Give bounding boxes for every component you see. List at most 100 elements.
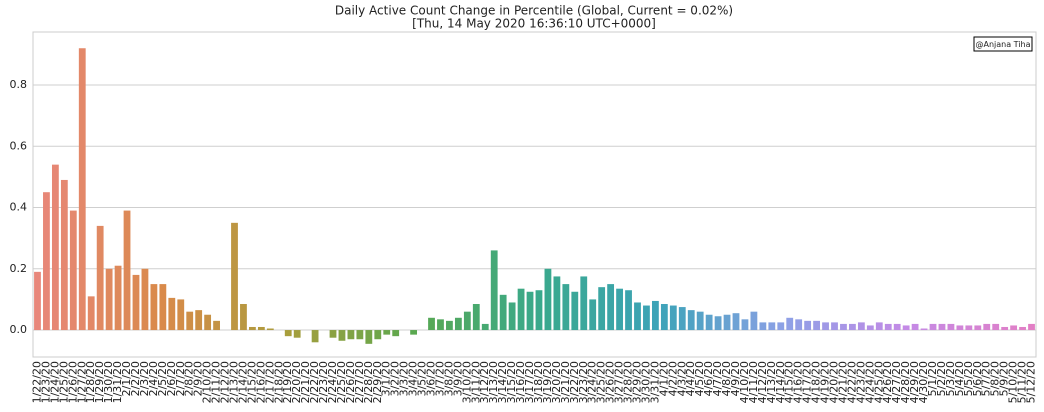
x-tick-label: 3/18/20 (532, 361, 545, 403)
x-tick-label: 3/6/20 (425, 361, 438, 396)
x-tick-label: 2/23/20 (317, 361, 330, 403)
bar (508, 302, 516, 331)
bar (463, 311, 471, 331)
annotation: @Anjana Tiha (975, 40, 1030, 49)
x-tick-label: 3/20/20 (550, 361, 563, 403)
bar (660, 304, 668, 331)
bar (616, 288, 623, 331)
x-tick-label: 2/7/20 (174, 361, 187, 396)
bar (114, 265, 122, 331)
x-tick-label: 1/25/20 (57, 361, 70, 403)
x-tick-label: 4/3/20 (675, 361, 688, 396)
x-tick-label: 4/27/20 (890, 361, 903, 403)
bar (651, 300, 659, 331)
y-tick-label: 0.6 (10, 139, 28, 152)
bar (517, 288, 525, 331)
x-tick-label: 4/28/20 (899, 361, 912, 403)
x-tick-label: 1/28/20 (84, 361, 97, 403)
bar (840, 323, 847, 331)
x-tick-label: 3/23/20 (577, 361, 590, 403)
x-tick-label: 5/10/20 (1007, 361, 1020, 403)
x-tick-label: 4/6/20 (702, 361, 715, 396)
bar (687, 310, 695, 331)
x-tick-label: 1/24/20 (48, 361, 61, 403)
bar (168, 297, 176, 331)
x-tick-label: 4/5/20 (693, 361, 706, 396)
bar (822, 322, 829, 331)
x-tick-label: 1/31/20 (111, 361, 124, 403)
x-tick-label: 4/15/20 (783, 361, 796, 403)
x-tick-label: 2/12/20 (219, 361, 232, 403)
y-tick-label: 0.2 (10, 262, 28, 275)
x-tick-label: 3/9/20 (451, 361, 464, 396)
x-tick-label: 1/29/20 (93, 361, 106, 403)
bar (257, 326, 265, 331)
chart-title: Daily Active Count Change in Percentile … (335, 4, 733, 18)
bar (177, 299, 185, 331)
bar (123, 210, 131, 331)
bar (902, 325, 910, 331)
x-tick-label: 4/24/20 (863, 361, 876, 403)
x-tick-label: 1/30/20 (102, 361, 115, 403)
bar (929, 323, 937, 331)
x-tick-label: 2/24/20 (326, 361, 339, 403)
x-tick-label: 5/8/20 (989, 361, 1002, 396)
bar (1001, 326, 1009, 331)
bar (741, 319, 749, 331)
x-tick-label: 2/25/20 (335, 361, 348, 403)
x-tick-label: 3/8/20 (442, 361, 455, 396)
x-tick-label: 1/23/20 (39, 361, 52, 403)
x-tick-label: 3/24/20 (586, 361, 599, 403)
x-tick-label: 2/8/20 (183, 361, 196, 396)
bar (213, 320, 220, 331)
bar (678, 307, 686, 331)
x-tick-label: 1/27/20 (75, 361, 88, 403)
bar (410, 330, 418, 335)
x-tick-label: 2/22/20 (308, 361, 321, 403)
bar (43, 192, 50, 331)
bar (96, 225, 104, 331)
x-tick-label: 4/18/20 (810, 361, 823, 403)
bar (356, 330, 364, 340)
bar (329, 330, 337, 338)
x-tick-label: 4/19/20 (819, 361, 832, 403)
bar (849, 323, 856, 331)
bar (481, 323, 489, 331)
x-tick-label: 2/3/20 (138, 361, 151, 396)
bar (723, 314, 731, 331)
x-tick-label: 3/1/20 (380, 361, 393, 396)
bar (159, 284, 167, 331)
bar (490, 250, 498, 331)
bar (249, 326, 256, 331)
x-tick-label: 5/5/20 (962, 361, 975, 396)
x-tick-label: 5/3/20 (944, 361, 957, 396)
bar (150, 284, 158, 331)
x-tick-label: 2/11/20 (210, 361, 223, 403)
x-tick-label: 4/14/20 (774, 361, 787, 403)
bar (634, 302, 641, 331)
x-tick-label: 3/25/20 (595, 361, 608, 403)
x-tick-label: 3/5/20 (416, 361, 429, 396)
bar (938, 323, 946, 331)
bar (956, 325, 964, 331)
bar (759, 322, 767, 331)
x-tick-label: 5/1/20 (926, 361, 939, 396)
bar (866, 325, 874, 331)
bar (553, 276, 561, 331)
x-tick-label: 4/13/20 (765, 361, 778, 403)
x-tick-label: 2/4/20 (147, 361, 160, 396)
bar (544, 268, 552, 331)
bar (625, 290, 632, 331)
bar (813, 320, 820, 331)
bar (526, 291, 534, 331)
x-tick-label: 4/4/20 (684, 361, 697, 396)
bar (186, 311, 194, 331)
x-tick-label: 1/22/20 (30, 361, 43, 403)
bar (1010, 325, 1018, 331)
bar (69, 210, 77, 331)
plot-frame (32, 31, 1037, 358)
y-tick-label: 0.8 (10, 78, 28, 91)
x-tick-label: 5/12/20 (1025, 361, 1038, 403)
x-tick-label: 3/7/20 (433, 361, 446, 396)
bar (920, 328, 928, 331)
